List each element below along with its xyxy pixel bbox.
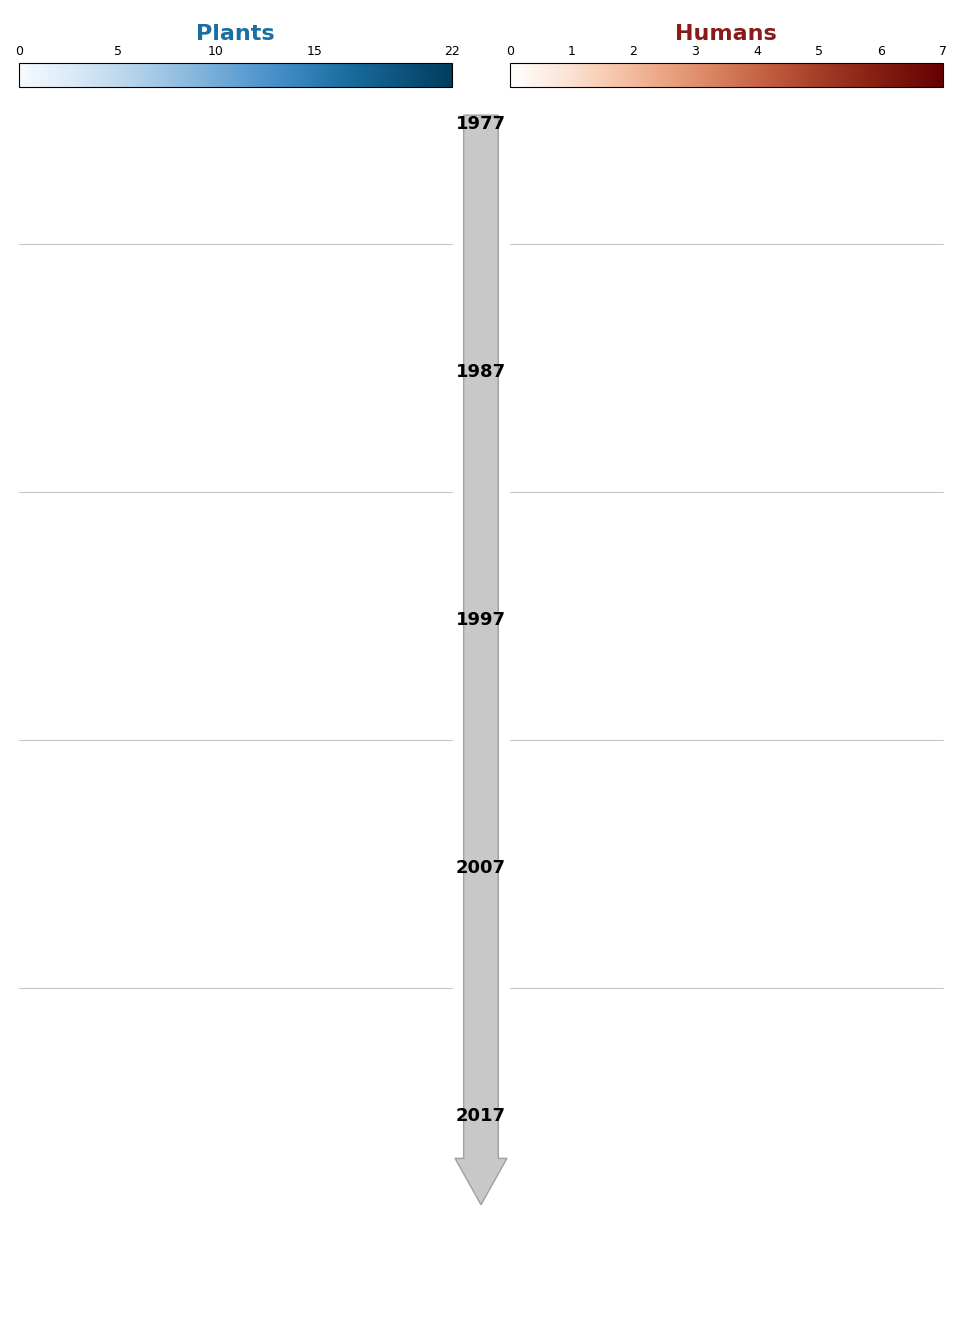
Text: Plants: Plants xyxy=(196,24,275,43)
Text: 2017: 2017 xyxy=(456,1107,505,1124)
Text: 1977: 1977 xyxy=(456,115,505,133)
Text: 1987: 1987 xyxy=(456,363,505,381)
FancyArrow shape xyxy=(455,115,506,1205)
Text: Humans: Humans xyxy=(675,24,776,43)
Text: 2007: 2007 xyxy=(456,859,505,876)
Text: 1997: 1997 xyxy=(456,611,505,628)
